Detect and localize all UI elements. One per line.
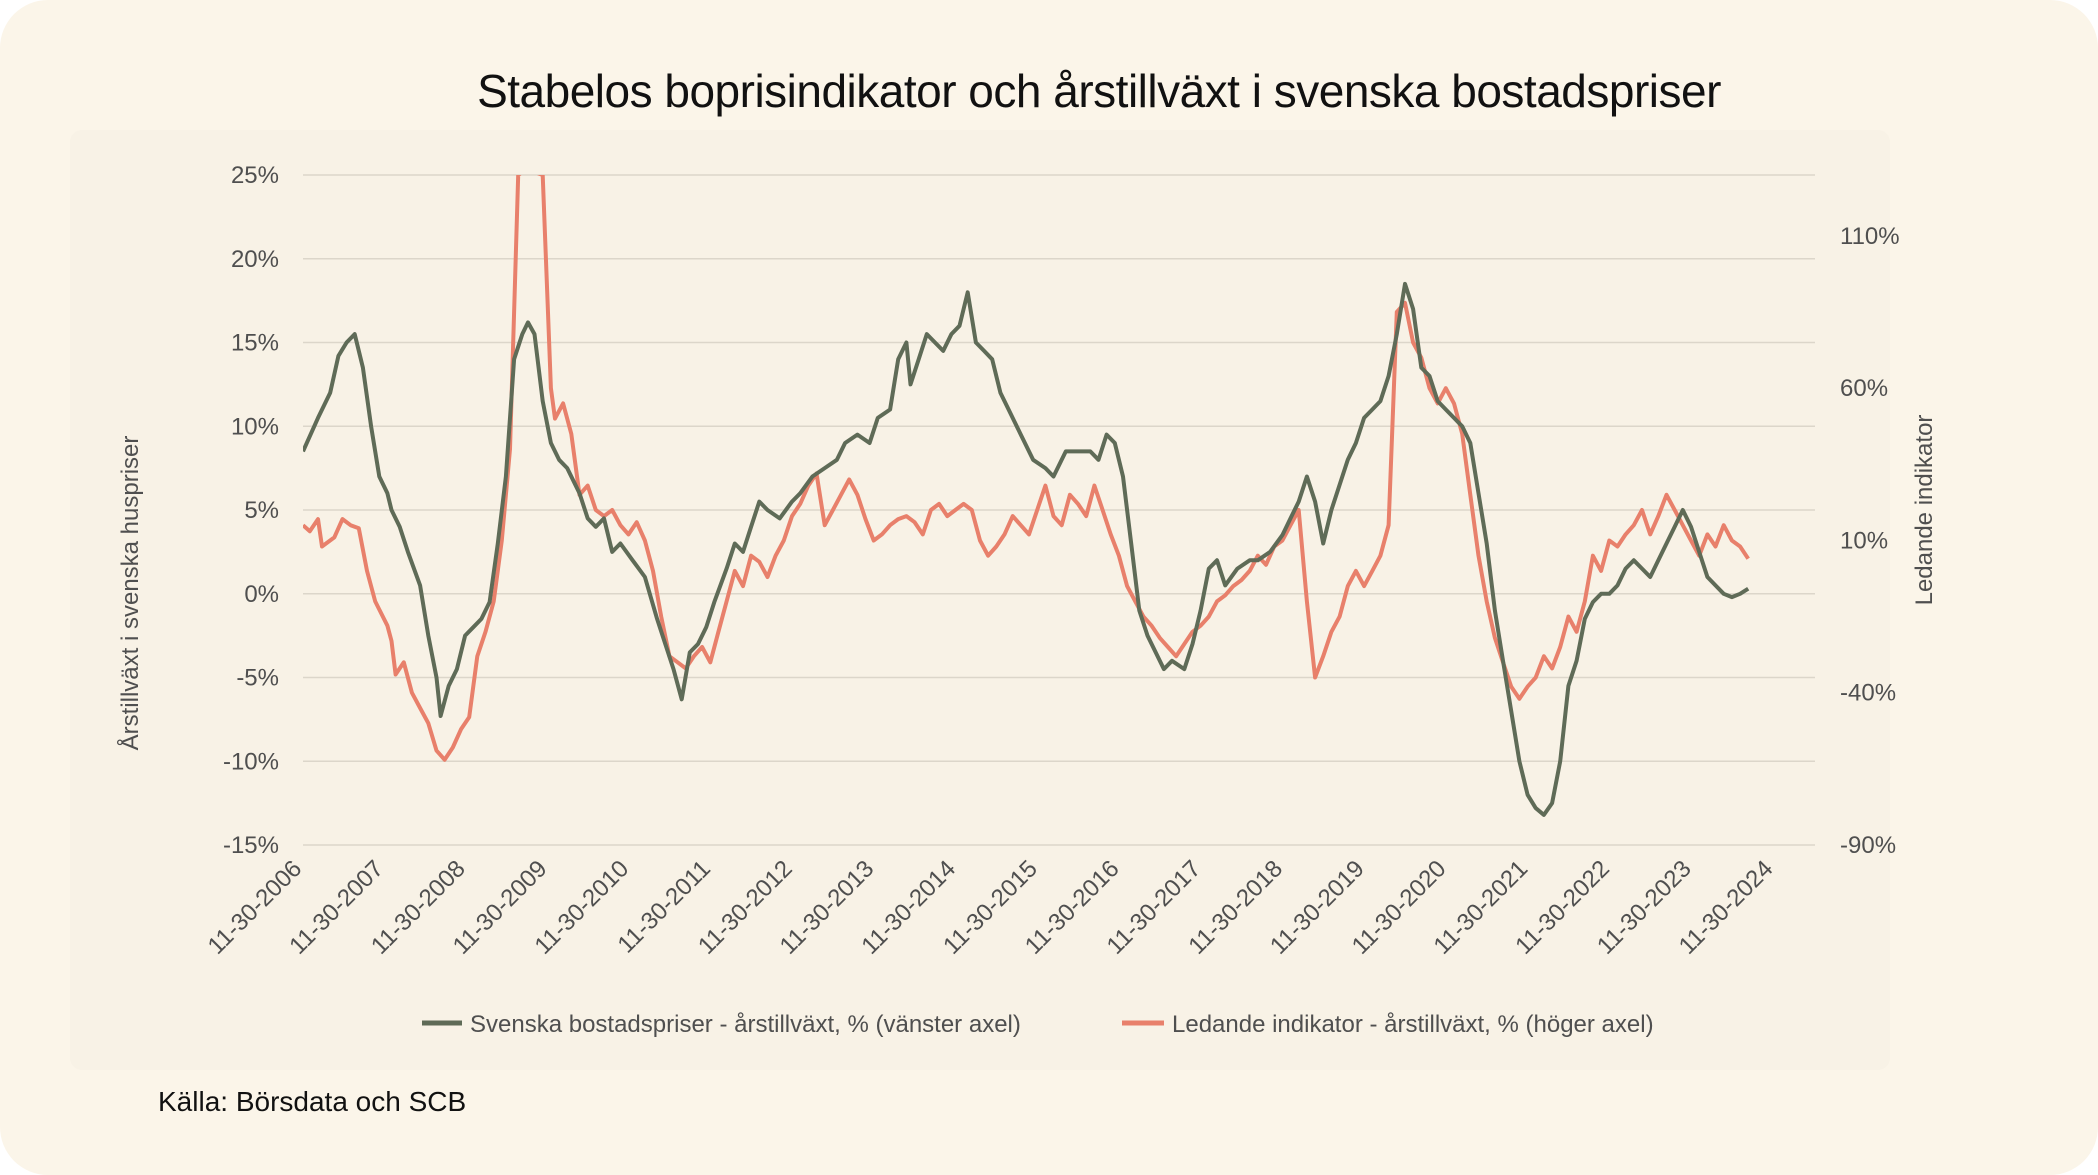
y-axis-title-right: Ledande indikator [1911,415,1938,606]
right-tick-label: -90% [1840,832,1896,859]
left-tick-label: 25% [231,162,279,189]
legend-label-green: Svenska bostadspriser - årstillväxt, % (… [470,1011,1021,1038]
grid-lines [303,174,1815,846]
left-tick-label: -10% [223,748,279,775]
series-line-housing-prices [303,281,1750,817]
right-tick-label: 110% [1840,223,1900,250]
left-tick-label: -15% [223,832,279,859]
chart-title: Stabelos boprisindikator och årstillväxt… [477,65,1721,117]
right-tick-label: 10% [1840,527,1888,554]
left-tick-label: -5% [236,665,279,692]
legend: Svenska bostadspriser - årstillväxt, % (… [422,1011,1654,1038]
left-axis: 25% 20% 15% 10% 5% 0% -5% -10% -15% [223,162,279,859]
left-tick-label: 10% [231,413,279,440]
source-note: Källa: Börsdata och SCB [158,1086,467,1117]
series-layer [303,175,1750,817]
legend-label-red: Ledande indikator - årstillväxt, % (höge… [1172,1011,1654,1038]
left-tick-label: 15% [231,330,279,357]
y-axis-title-left: Årstillväxt i svenska huspriser [116,436,144,751]
left-tick-label: 5% [244,497,279,524]
plot-panel [70,130,1890,1070]
left-tick-label: 0% [244,581,279,608]
right-tick-label: 60% [1840,375,1888,402]
right-axis: 110% 60% 10% -40% -90% [1840,223,1900,859]
left-tick-label: 20% [231,246,279,273]
right-tick-label: -40% [1840,680,1896,707]
